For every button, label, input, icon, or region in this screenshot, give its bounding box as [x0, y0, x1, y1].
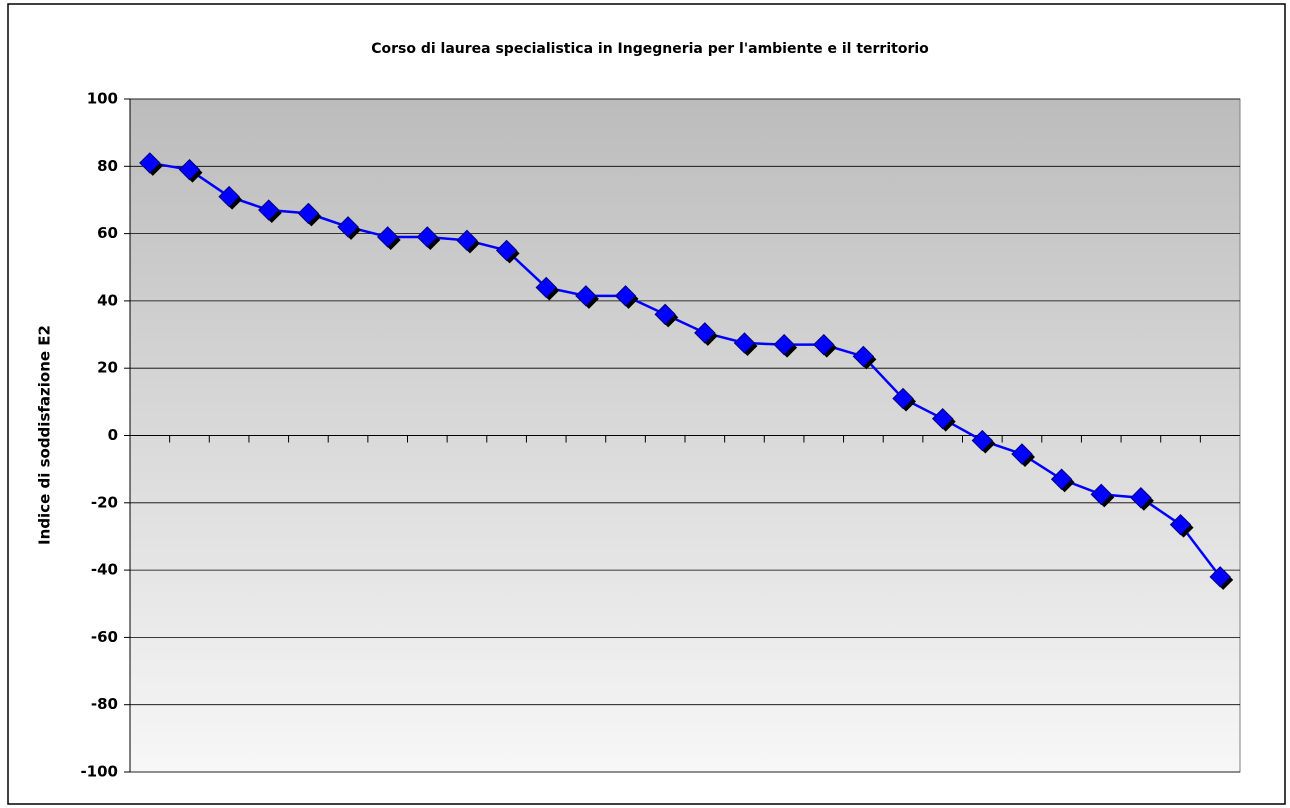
y-tick-label: 80 [97, 157, 118, 175]
marker [535, 276, 557, 299]
marker [1169, 513, 1192, 536]
line [149, 161, 1222, 578]
marker [178, 158, 201, 181]
marker [694, 322, 716, 344]
y-tick-label: 20 [97, 359, 118, 377]
marker [654, 303, 676, 326]
marker [376, 226, 399, 248]
marker [813, 333, 835, 356]
y-tick-label: 0 [108, 426, 118, 444]
y-axis-label: Indice di soddisfazione E2 [36, 325, 54, 545]
marker [495, 239, 518, 262]
chart-title: Corso di laurea specialistica in Ingegne… [371, 41, 929, 57]
marker [575, 285, 597, 307]
marker [1090, 483, 1112, 506]
marker [337, 216, 359, 238]
marker [1011, 443, 1033, 465]
marker [416, 226, 439, 248]
y-tick-label: -80 [91, 695, 118, 713]
y-tick-label: -40 [91, 561, 118, 579]
y-tick-label: 40 [97, 291, 118, 309]
marker [773, 333, 795, 356]
marker [1130, 487, 1152, 509]
y-tick-label: -100 [80, 763, 118, 781]
marker [971, 429, 994, 452]
marker [852, 345, 875, 368]
marker [218, 185, 240, 208]
marker [139, 152, 161, 174]
marker [1050, 468, 1073, 490]
marker [892, 387, 914, 410]
y-tick-label: -60 [91, 628, 118, 646]
marker [297, 202, 320, 225]
y-tick-label: 60 [97, 224, 118, 242]
y-tick-label: -20 [91, 493, 118, 511]
marker [258, 199, 280, 221]
y-tick-label: 100 [87, 90, 118, 108]
marker [931, 407, 954, 430]
marker [733, 332, 756, 354]
marker [1209, 566, 1231, 588]
marker [614, 285, 637, 307]
marker [456, 229, 478, 252]
